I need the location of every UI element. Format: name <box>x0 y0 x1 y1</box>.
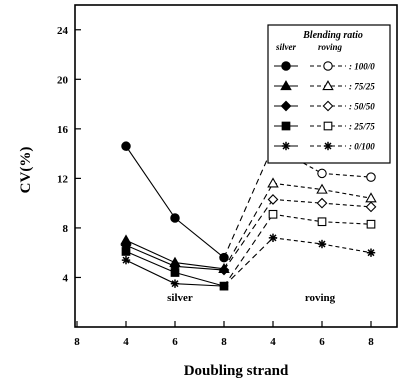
point-roving-100-0 <box>366 172 376 182</box>
legend-marker-silver-50-50 <box>280 100 292 112</box>
x-tick-label: 4 <box>123 336 129 348</box>
legend-marker-roving-100-0 <box>323 61 333 71</box>
point-silver-0-100 <box>170 279 180 288</box>
series-connector-25-75 <box>223 213 274 287</box>
legend-label: : 25/75 <box>349 122 375 132</box>
legend-label: : 75/25 <box>349 82 375 92</box>
legend-title: Blending ratio <box>302 30 363 41</box>
plot-frame <box>74 4 398 328</box>
legend-label: : 50/50 <box>349 102 375 112</box>
y-tick-label: 4 <box>63 272 69 284</box>
x-tick-label: 6 <box>172 336 178 348</box>
point-roving-0-100-stroke <box>367 249 375 257</box>
point-silver-50-50 <box>218 264 230 276</box>
point-silver-0-100-stroke <box>220 282 228 290</box>
point-roving-75-25 <box>316 183 328 194</box>
y-tick-label: 20 <box>57 74 69 86</box>
legend-marker-roving-50-50 <box>322 100 334 112</box>
legend-marker-silver-75-25 <box>280 80 292 91</box>
point-roving-50-50 <box>267 194 279 205</box>
point-roving-50-50 <box>316 197 328 209</box>
y-axis: 4 8 12 16 20 24 <box>57 25 81 284</box>
series-line-silver-100-0 <box>125 145 225 259</box>
point-silver-0-100 <box>121 255 131 265</box>
point-silver-0-100-stroke <box>171 280 179 288</box>
point-roving-0-100-stroke <box>269 234 277 242</box>
point-roving-100-0 <box>317 168 327 179</box>
legend: Blending ratio silver roving : 100/0 : 75… <box>267 24 391 164</box>
point-roving-75-25 <box>267 177 279 188</box>
y-tick-label: 8 <box>63 223 69 235</box>
plot-area <box>74 4 398 328</box>
point-roving-25-75 <box>268 209 278 219</box>
point-silver-100-0 <box>170 213 180 223</box>
x-tick-label: 4 <box>270 336 276 348</box>
legend-marker-silver-0-100 <box>281 141 291 151</box>
x-tick-label: 8 <box>221 336 227 348</box>
point-silver-25-75 <box>170 268 180 277</box>
x-tick-label: 6 <box>319 336 325 348</box>
point-roving-25-75 <box>366 219 376 229</box>
legend-marker-roving-0-100-stroke <box>324 142 332 150</box>
point-silver-100-0 <box>219 252 229 263</box>
legend-col-silver: silver <box>275 42 296 52</box>
annotation-silver: silver <box>167 292 193 304</box>
legend-marker-silver-25-75 <box>281 121 291 131</box>
point-roving-75-25 <box>365 192 377 203</box>
series-lines <box>125 145 372 287</box>
legend-rows: : 100/0 : 75/25 : 50/50 : 25/75 : 0/100 <box>274 61 375 152</box>
point-silver-0-100 <box>219 281 229 291</box>
y-tick-label: 24 <box>57 25 69 37</box>
y-tick-label: 16 <box>57 124 69 136</box>
point-roving-25-75 <box>317 217 327 227</box>
x-tick-label: 8 <box>368 336 374 348</box>
series-markers <box>120 141 377 291</box>
legend-marker-roving-0-100 <box>323 141 333 151</box>
point-silver-25-75 <box>121 247 131 256</box>
legend-marker-roving-75-25 <box>322 80 334 91</box>
x-tick-label: 8 <box>74 336 80 348</box>
annotation-roving: roving <box>305 292 336 304</box>
point-silver-100-0 <box>121 141 131 151</box>
legend-marker-silver-0-100-stroke <box>282 142 290 150</box>
point-roving-0-100 <box>268 233 278 243</box>
point-roving-50-50 <box>365 201 377 213</box>
series-connector-0-100 <box>223 237 274 287</box>
legend-label: : 0/100 <box>349 142 375 152</box>
y-tick-label: 12 <box>57 173 69 185</box>
point-roving-0-100 <box>317 239 327 249</box>
legend-box <box>267 24 391 164</box>
series-connector-75-25 <box>223 183 274 270</box>
x-axis: 8 4 6 8 4 6 8 <box>74 321 374 348</box>
legend-marker-silver-100-0 <box>281 61 291 71</box>
point-silver-0-100-stroke <box>122 256 130 264</box>
series-connector-100-0 <box>223 145 274 258</box>
x-axis-title: Doubling strand <box>184 363 289 379</box>
legend-label: : 100/0 <box>349 62 375 72</box>
point-roving-0-100-stroke <box>318 240 326 248</box>
legend-marker-roving-25-75 <box>323 121 333 131</box>
legend-col-roving: roving <box>318 42 343 52</box>
point-roving-0-100 <box>366 248 376 257</box>
y-axis-title: CV(%) <box>18 147 34 194</box>
series-connector-50-50 <box>223 199 274 271</box>
